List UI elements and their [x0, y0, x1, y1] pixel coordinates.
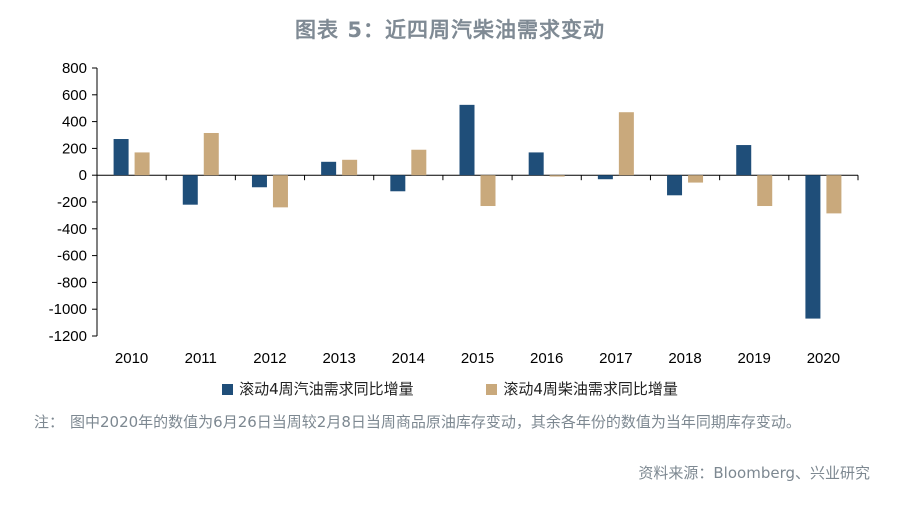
y-tick-label: 0 [79, 167, 87, 184]
y-tick-label: -600 [57, 248, 87, 265]
x-tick-label: 2014 [392, 350, 425, 367]
bar-diesel-2019 [757, 175, 773, 207]
bar-gasoline-2015 [459, 104, 475, 176]
x-tick-label: 2012 [253, 350, 286, 367]
bar-diesel-2010 [134, 152, 150, 176]
y-tick-label: -1200 [49, 328, 87, 345]
bar-gasoline-2019 [736, 145, 752, 176]
x-tick-label: 2019 [738, 350, 771, 367]
y-tick-label: -400 [57, 221, 87, 238]
y-tick-label: 800 [62, 60, 87, 77]
x-tick-label: 2016 [530, 350, 563, 367]
bar-diesel-2018 [688, 175, 704, 183]
legend: 滚动4周汽油需求同比增量 滚动4周柴油需求同比增量 [0, 378, 900, 399]
bar-diesel-2016 [549, 175, 565, 177]
source-credit: 资料来源：Bloomberg、兴业研究 [638, 464, 870, 482]
y-tick-label: 400 [62, 114, 87, 131]
chart-note: 注： 图中2020年的数值为6月26日当周较2月8日当周商品原油库存变动，其余各… [34, 410, 854, 435]
y-tick-label: -200 [57, 194, 87, 211]
x-tick-label: 2020 [807, 350, 840, 367]
legend-swatch-diesel [486, 384, 498, 395]
bar-diesel-2012 [272, 175, 288, 208]
bar-gasoline-2017 [597, 175, 613, 180]
bar-diesel-2020 [826, 175, 842, 214]
x-tick-label: 2011 [185, 350, 217, 367]
x-tick-label: 2017 [599, 350, 632, 367]
x-tick-label: 2015 [461, 350, 494, 367]
legend-item-gasoline: 滚动4周汽油需求同比增量 [222, 378, 414, 399]
legend-label-gasoline: 滚动4周汽油需求同比增量 [239, 380, 414, 398]
bar-gasoline-2013 [321, 161, 337, 176]
bar-diesel-2013 [342, 159, 358, 176]
x-tick-label: 2010 [115, 350, 148, 367]
bar-gasoline-2010 [113, 139, 129, 176]
chart-title: 图表 5：近四周汽柴油需求变动 [295, 18, 605, 42]
bar-gasoline-2011 [182, 175, 198, 205]
note-prefix: 注： [34, 413, 65, 431]
bar-gasoline-2020 [805, 175, 821, 319]
y-tick-label: 600 [62, 87, 87, 104]
x-tick-label: 2013 [322, 350, 355, 367]
bar-diesel-2015 [480, 175, 496, 207]
bar-gasoline-2012 [251, 175, 267, 188]
bar-gasoline-2014 [390, 175, 406, 192]
bar-gasoline-2018 [667, 175, 683, 196]
bar-diesel-2011 [203, 132, 219, 176]
legend-label-diesel: 滚动4周柴油需求同比增量 [503, 380, 678, 398]
bar-gasoline-2016 [528, 152, 544, 176]
bar-diesel-2014 [411, 149, 427, 176]
legend-swatch-gasoline [222, 384, 234, 395]
y-tick-label: 200 [62, 140, 87, 157]
x-tick-label: 2018 [668, 350, 701, 367]
legend-item-diesel: 滚动4周柴油需求同比增量 [486, 378, 678, 399]
y-tick-label: -800 [57, 274, 87, 291]
note-text: 图中2020年的数值为6月26日当周较2月8日当周商品原油库存变动，其余各年份的… [70, 413, 801, 431]
bar-diesel-2017 [618, 112, 634, 176]
y-tick-label: -1000 [49, 301, 87, 318]
